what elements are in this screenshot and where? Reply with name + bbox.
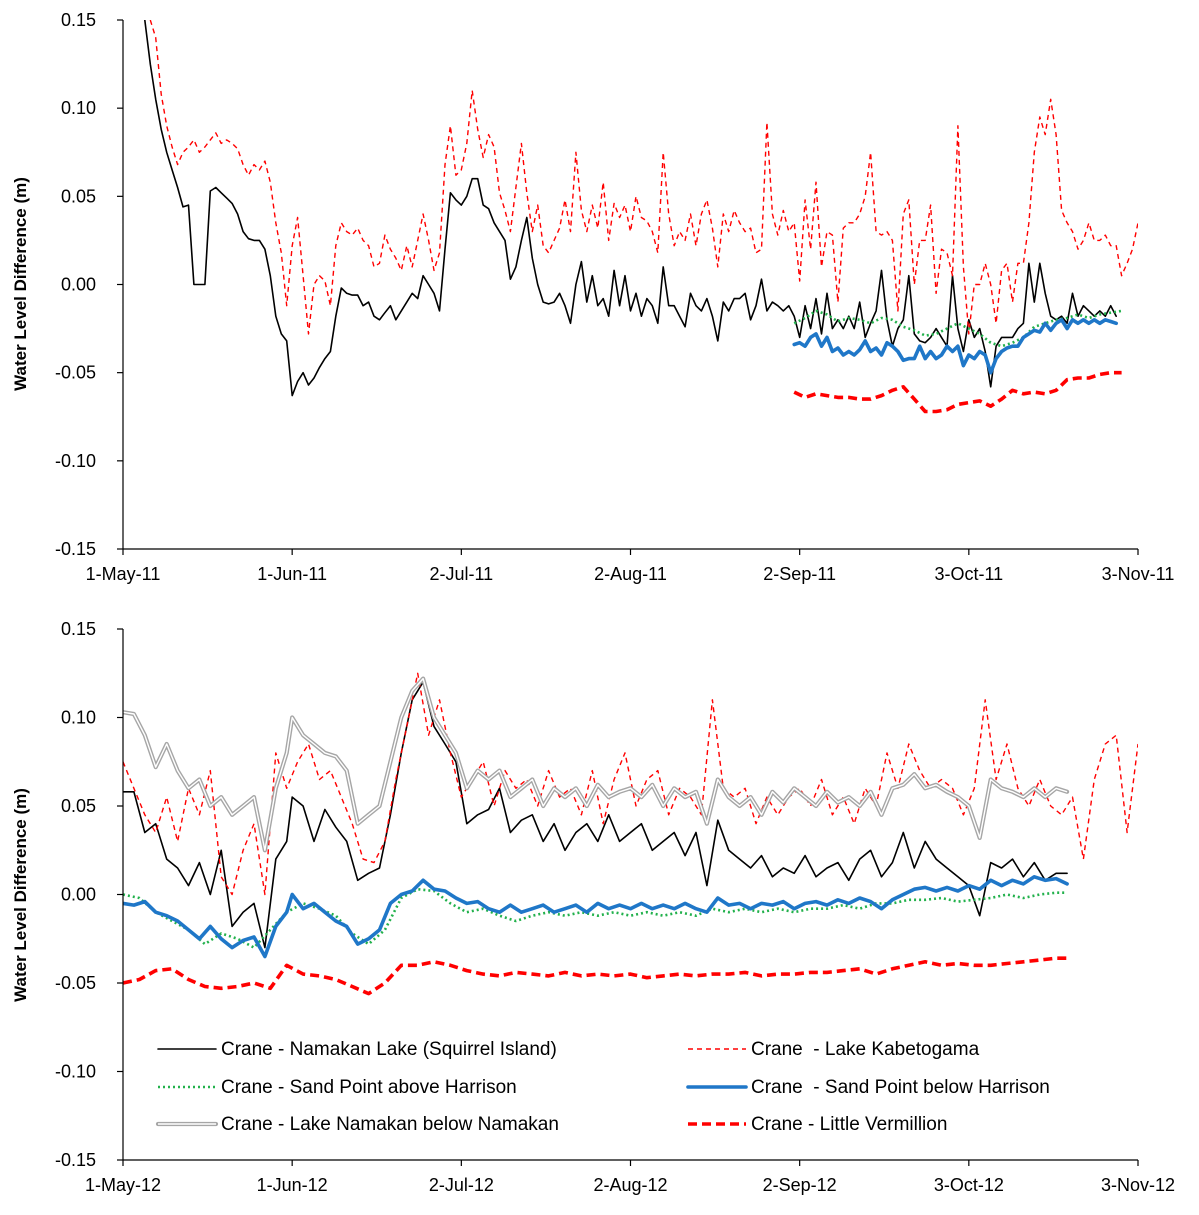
series-line-2 [123,887,1068,949]
series-line-0 [123,681,1068,949]
x-tick-label: 2-Sep-11 [763,564,836,584]
x-tick-label: 1-May-11 [86,564,161,584]
y-tick-label: 0.00 [61,885,96,905]
plot-area [123,672,1138,996]
legend: Crane - Namakan Lake (Squirrel Island) Cr… [155,1039,1050,1135]
y-axis-label: Water Level Difference (m) [11,177,30,391]
series-line-4 [793,370,1122,414]
series-line-1 [123,672,1138,896]
x-tick-label: 3-Oct-12 [934,1175,1004,1195]
x-tick-label: 3-Nov-12 [1101,1175,1175,1195]
x-tick-label: 3-Nov-11 [1102,564,1175,584]
legend-label: Crane - Little Vermillion [751,1114,947,1135]
series-line-1 [149,20,1138,335]
series-line-3 [123,875,1069,959]
x-tick-label: 1-May-12 [85,1175,161,1195]
x-tick-label: 2-Aug-11 [594,564,667,584]
x-tick-label: 2-Aug-12 [593,1175,667,1195]
y-tick-label: -0.15 [55,1150,96,1170]
legend-label: Crane - Lake Kabetogama [751,1039,980,1060]
series-line-3 [792,318,1118,375]
y-tick-label: 0.10 [61,98,96,118]
series-line-4-inner [123,677,1068,851]
y-tick-label: 0.05 [61,186,96,206]
plot-area [144,20,1138,414]
x-tick-label: 1-Jun-11 [257,564,327,584]
chart-2012: Water Level Difference (m) 0.150.100.050… [11,619,1175,1195]
legend-label: Crane - Sand Point above Harrison [221,1077,517,1098]
y-tick-label: 0.05 [61,796,96,816]
y-tick-label: -0.10 [55,1062,96,1082]
y-tick-label: 0.00 [61,275,96,295]
y-tick-label: 0.10 [61,708,96,728]
chart-2011: Water Level Difference (m) 0.150.100.050… [11,10,1174,584]
x-tick-label: 2-Jul-12 [429,1175,494,1195]
legend-label: Crane - Sand Point below Harrison [751,1077,1050,1098]
series-line-4 [123,676,1070,853]
axes: 0.15 0.10 0.05 0.00 -0.05 -0.10 -0.15 1-May-11 1… [55,10,1174,584]
y-tick-label: -0.05 [55,363,96,383]
series-line-0 [144,20,1117,397]
y-tick-label: -0.15 [55,539,96,559]
legend-label: Crane - Lake Namakan below Namakan [221,1114,559,1135]
y-axis-label: Water Level Difference (m) [11,788,30,1002]
series-line-2 [793,309,1122,348]
y-tick-label: 0.15 [61,619,96,639]
series-line-5 [123,956,1068,996]
y-tick-label: -0.05 [55,973,96,993]
x-tick-label: 1-Jun-12 [257,1175,328,1195]
x-tick-label: 2-Sep-12 [763,1175,837,1195]
legend-label: Crane - Namakan Lake (Squirrel Island) [221,1039,557,1060]
axes: 0.15 0.10 0.05 0.00 -0.05 -0.10 -0.15 1-May-12 1… [55,619,1175,1195]
x-tick-label: 3-Oct-11 [934,564,1003,584]
x-tick-label: 2-Jul-11 [429,564,493,584]
y-tick-label: -0.10 [55,451,96,471]
y-tick-label: 0.15 [61,10,96,30]
